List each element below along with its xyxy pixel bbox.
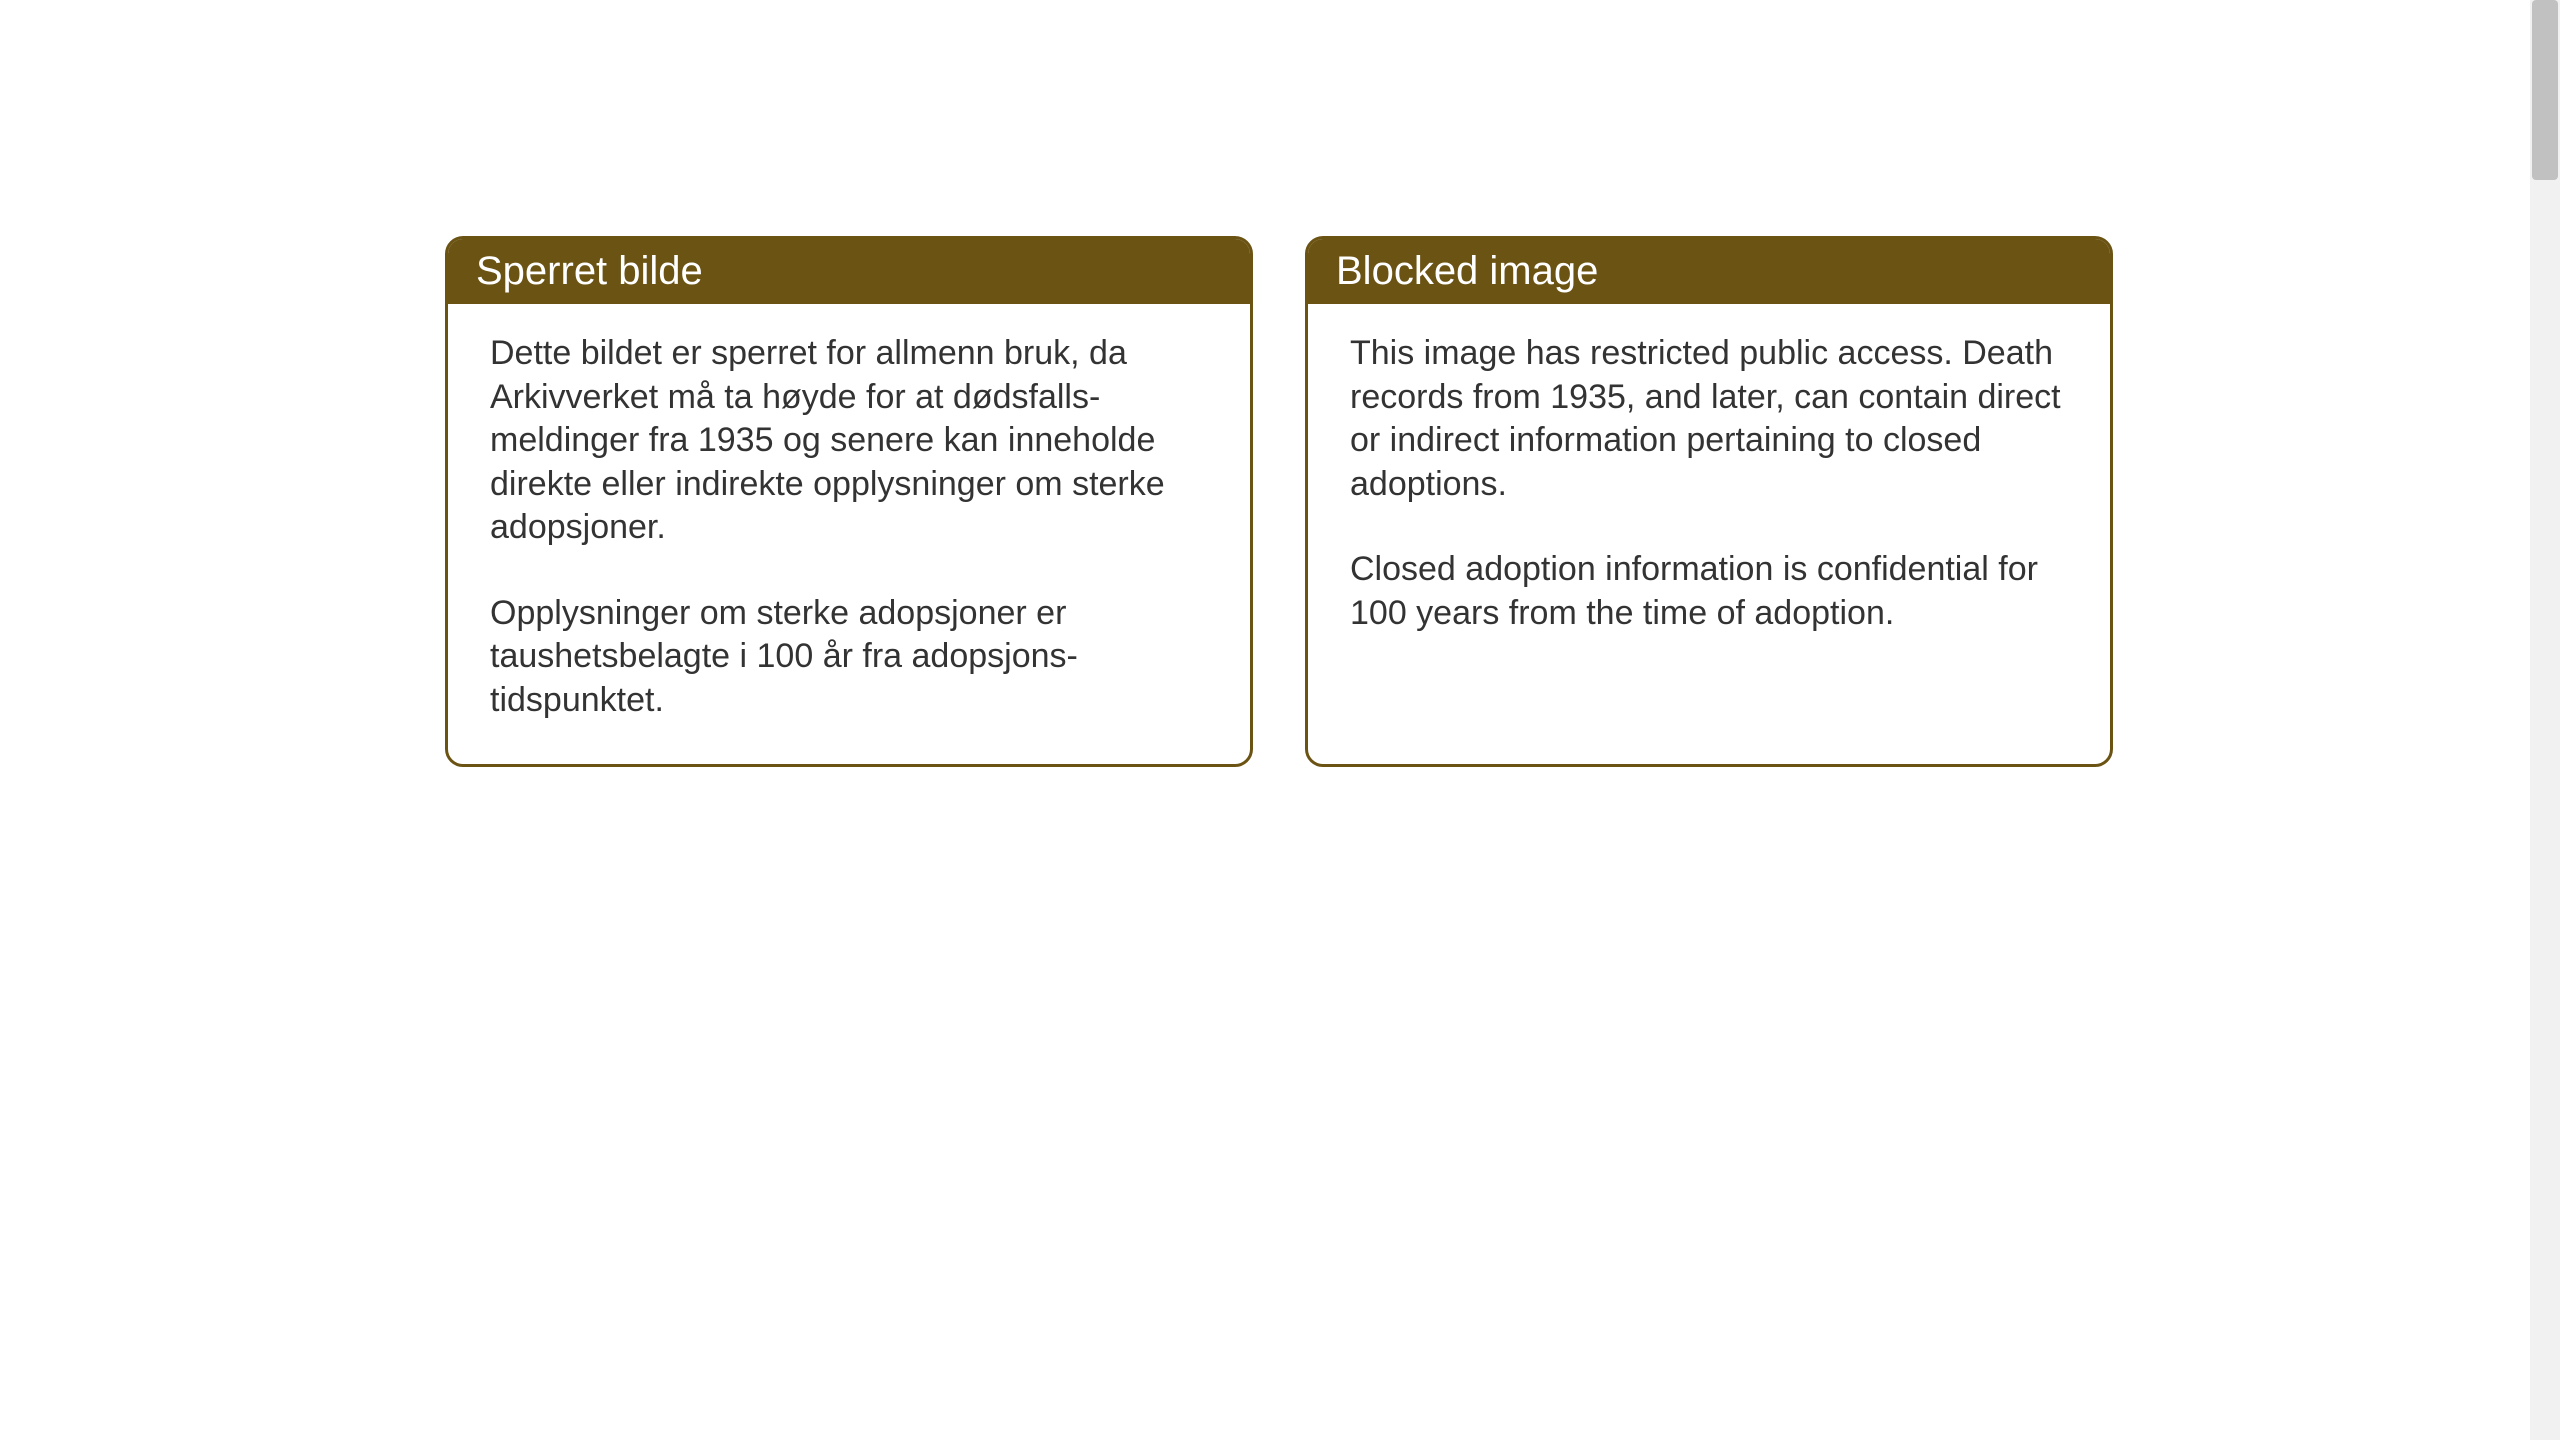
english-card-title: Blocked image [1308, 239, 2110, 304]
norwegian-card-body: Dette bildet er sperret for allmenn bruk… [448, 304, 1250, 764]
scrollbar-thumb[interactable] [2532, 0, 2558, 180]
english-notice-card: Blocked image This image has restricted … [1305, 236, 2113, 767]
vertical-scrollbar[interactable] [2530, 0, 2560, 1440]
norwegian-card-title: Sperret bilde [448, 239, 1250, 304]
english-card-body: This image has restricted public access.… [1308, 304, 2110, 677]
english-paragraph-1: This image has restricted public access.… [1350, 332, 2068, 506]
norwegian-paragraph-2: Opplysninger om sterke adopsjoner er tau… [490, 592, 1208, 723]
english-paragraph-2: Closed adoption information is confident… [1350, 548, 2068, 635]
notice-cards-container: Sperret bilde Dette bildet er sperret fo… [445, 236, 2113, 767]
norwegian-notice-card: Sperret bilde Dette bildet er sperret fo… [445, 236, 1253, 767]
norwegian-paragraph-1: Dette bildet er sperret for allmenn bruk… [490, 332, 1208, 550]
